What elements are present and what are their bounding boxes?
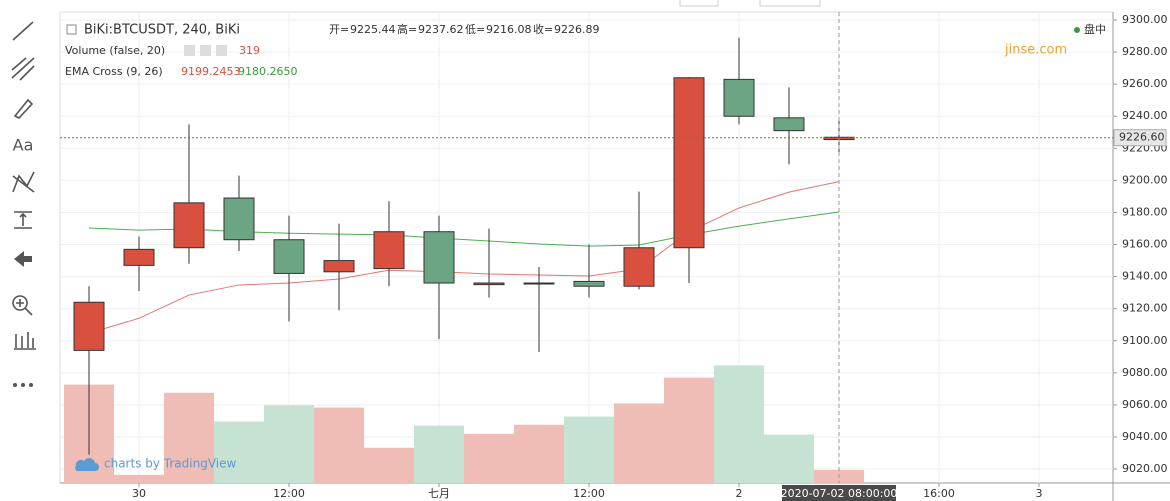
volume-bar [214,421,264,483]
ema-value: 9180.2650 [238,65,298,78]
ohlc-value: 9225.44 [350,23,396,36]
candle-body [423,231,455,284]
ema-line [88,181,840,334]
candle-body [223,197,255,241]
remove-tool[interactable] [14,251,32,267]
ohlc-value: 9216.08 [486,23,532,36]
tv-logo [75,458,99,472]
pattern-tool[interactable] [12,171,35,193]
trend-line-tool[interactable] [12,21,34,41]
volume-bar [114,474,164,483]
x-tick-label: 2 [736,487,743,500]
y-tick-label: 9280.00 [1122,45,1168,58]
candle-body [473,282,505,286]
candle-body [373,231,405,270]
candle-body [523,282,555,285]
x-tick-label: 12:00 [273,487,305,500]
chart-title: BiKi:BTCUSDT, 240, BiKi [84,23,240,38]
brush-tool[interactable] [13,98,34,119]
candle-body [273,239,305,274]
ema-legend: EMA Cross (9, 26) [65,65,163,78]
credit[interactable]: charts by TradingView [104,457,236,471]
zoom-tool[interactable] [12,295,33,316]
ohlc-label: 收= [533,22,553,36]
y-tick-label: 9260.00 [1122,77,1168,90]
last-price-label: 9226.60 [1119,131,1165,144]
volume-bar [614,403,664,483]
y-tick-label: 9060.00 [1122,398,1168,411]
ema-value: 9199.2453 [181,65,241,78]
symbol-icon[interactable] [66,24,77,35]
volume-bar [164,392,214,483]
candle-body [723,78,755,117]
volume-bar [414,425,464,483]
fib-tool[interactable] [11,57,35,81]
watermark: jinse.com [1004,43,1067,58]
x-tick-label: 3 [1036,487,1043,500]
x-tick-label: 16:00 [923,487,955,500]
candle-body [573,280,605,287]
y-tick-label: 9180.00 [1122,205,1168,218]
y-tick-label: 9080.00 [1122,366,1168,379]
volume-bar [464,433,514,483]
ohlc-label: 开= [329,23,349,36]
candle-body [323,260,355,273]
volume-bar [564,416,614,483]
ohlc-label: 高= [397,22,417,36]
measure-bars-tool[interactable] [14,332,36,350]
ohlc-value: 9237.62 [418,23,464,36]
status: 盘中 [1084,22,1106,36]
ohlc-label: 低= [465,23,485,36]
candle-body [673,77,705,249]
y-tick-label: 9240.00 [1122,109,1168,122]
y-tick-label: 9020.00 [1122,462,1168,475]
volume-bar [364,447,414,483]
y-tick-label: 9300.00 [1122,13,1168,26]
text-tool[interactable]: Aa [13,136,34,155]
measure-tool[interactable] [14,211,32,229]
y-tick-label: 9200.00 [1122,173,1168,186]
legend-buttons[interactable] [184,45,227,56]
candle-body [123,248,155,266]
top-button[interactable] [759,0,821,7]
volume-bar [314,407,364,483]
volume-bar [514,424,564,483]
status-dot [1074,27,1080,33]
candle-body [73,301,105,351]
volume-bar [664,377,714,483]
volume-bar [714,365,764,483]
ema-line [88,211,840,247]
y-tick-label: 9160.00 [1122,238,1168,251]
more-tools[interactable] [13,383,33,387]
last-price-box [1113,129,1167,147]
x-tick-label: 七月 [428,487,450,500]
y-tick-label: 9140.00 [1122,270,1168,283]
x-tick-label: 12:00 [573,487,605,500]
y-tick-label: 9120.00 [1122,302,1168,315]
candle-body [173,202,205,249]
crosshair-label: 2020-07-02 08:00:00 [781,487,898,500]
y-tick-label: 9040.00 [1122,430,1168,443]
x-tick-label: 30 [132,487,146,500]
volume-legend: Volume (false, 20) [65,44,165,57]
y-tick-label: 9100.00 [1122,334,1168,347]
plot-frame [59,11,1114,484]
ohlc-value: 9226.89 [554,23,600,36]
top-button[interactable] [679,0,719,7]
candle-body [773,117,805,132]
volume-value: 319 [239,44,260,57]
candle-body [623,247,655,287]
crosshair-box [782,485,896,501]
volume-bar [264,405,314,483]
volume-bar [764,434,814,483]
toolbar: Aa [0,0,50,501]
